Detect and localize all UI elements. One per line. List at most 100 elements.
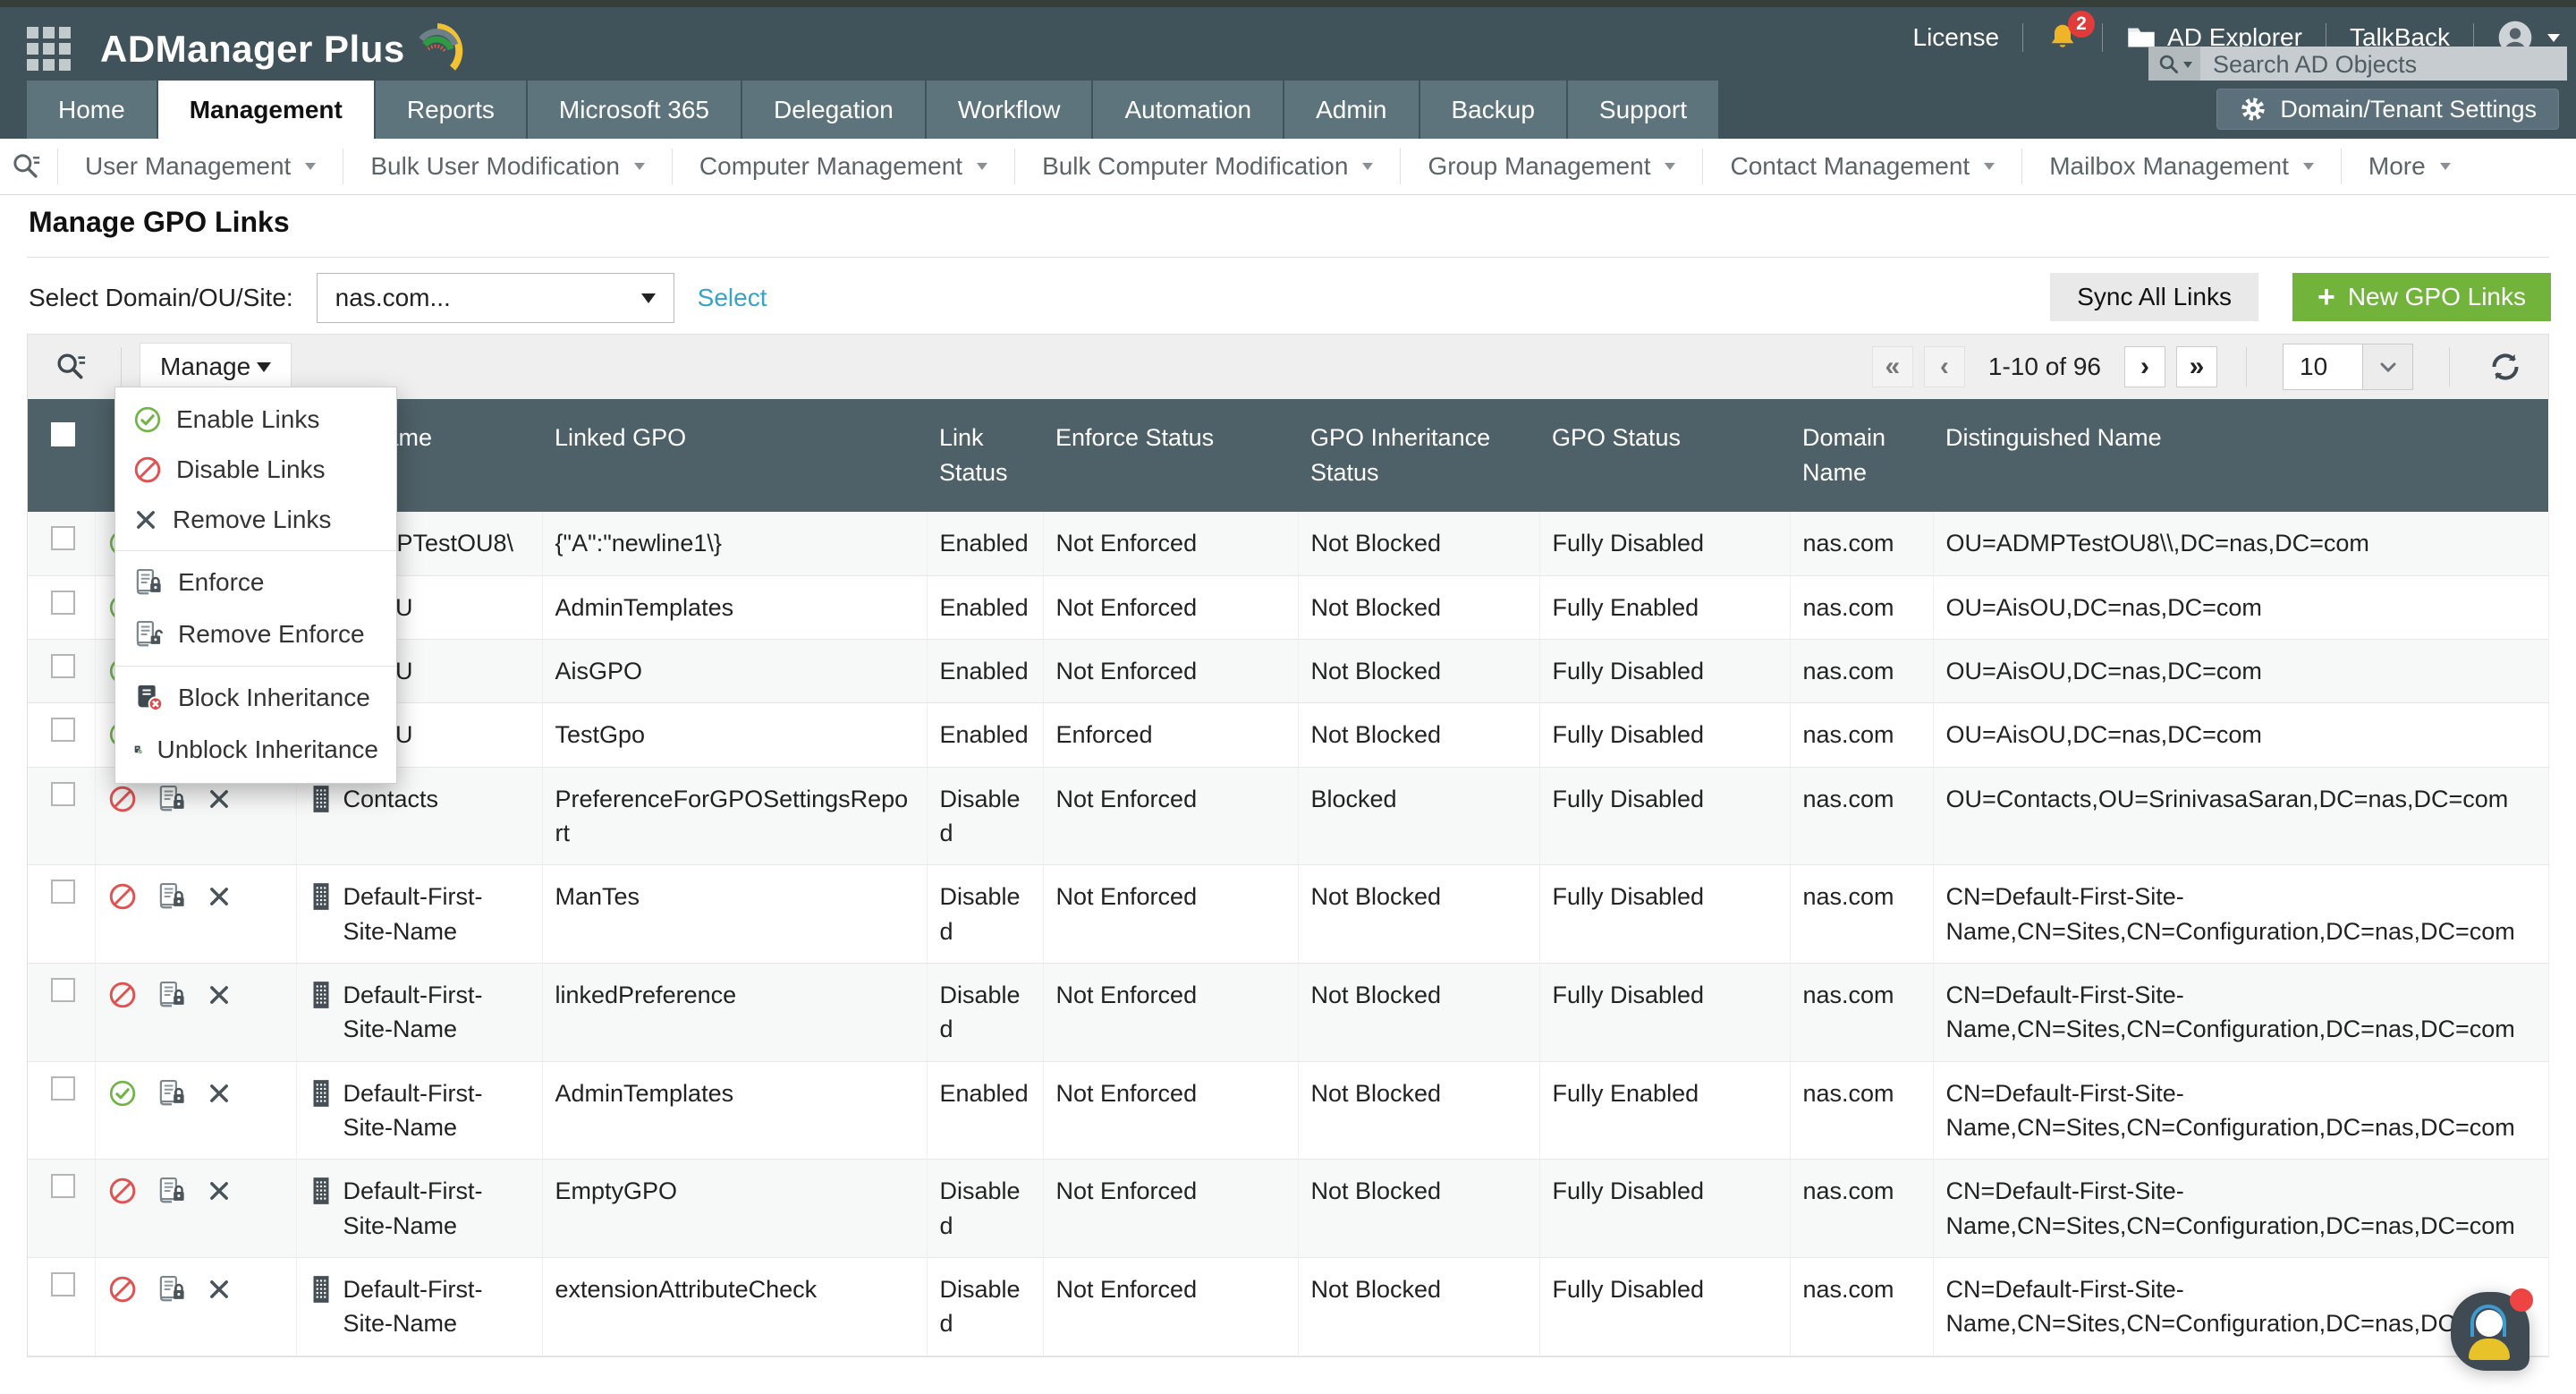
row-checkbox[interactable] [51,781,75,806]
tab-management[interactable]: Management [157,81,374,139]
row-checkbox[interactable] [51,1271,75,1296]
search-scope-button[interactable] [2148,47,2200,82]
tab-reports[interactable]: Reports [375,81,526,139]
subnav-item-contact-management[interactable]: Contact Management [1702,149,2021,184]
domain-tenant-settings-button[interactable]: Domain/Tenant Settings [2216,89,2559,130]
enforce-action[interactable] [157,784,187,814]
page-size-select[interactable]: 10 [2283,344,2413,390]
row-checkbox[interactable] [51,590,75,615]
license-link[interactable]: License [1912,23,2000,51]
remove-link-action[interactable] [207,982,232,1007]
tab-delegation[interactable]: Delegation [741,81,925,139]
ad-explorer-label: AD Explorer [2167,23,2302,51]
notifications-button[interactable]: 2 [2046,11,2096,54]
menu-item-enforce[interactable]: Enforce [115,557,396,608]
subnav-item-more[interactable]: More [2340,149,2478,184]
subnav-item-bulk-user-modification[interactable]: Bulk User Modification [343,149,672,184]
link-state-action[interactable] [108,1079,137,1108]
table-row: Default-First-Site-Name extensionAttribut… [28,1257,2549,1356]
enforce-action[interactable] [157,980,187,1010]
gpo-links-grid: Manage « ‹ 1-10 of 96 › » 10 [27,334,2549,1357]
subnav-item-computer-management[interactable]: Computer Management [671,149,1014,184]
cell-name: Default-First-Site-Name [296,1061,543,1160]
search-input[interactable] [2200,47,2567,82]
page-action-buttons: Sync All Links + New GPO Links [2050,273,2551,321]
remove-link-action[interactable] [207,786,232,812]
row-checkbox-cell [28,575,96,640]
cell-inheritance-status: Blocked [1298,767,1540,866]
prev-page-button[interactable]: ‹ [1923,346,1965,387]
menu-item-disable-links[interactable]: Disable Links [115,445,396,495]
remove-link-action[interactable] [207,1277,232,1302]
menu-item-label: Remove Enforce [178,620,365,648]
enforce-action[interactable] [157,1176,187,1206]
row-checkbox-cell [28,963,96,1062]
remove-link-action[interactable] [207,884,232,909]
row-checkbox[interactable] [51,1174,75,1199]
first-page-button[interactable]: « [1871,346,1913,387]
enforce-action[interactable] [157,1078,187,1109]
row-actions-cell [95,1061,297,1160]
ad-explorer-link[interactable]: AD Explorer [2126,23,2302,52]
subnav-item-mailbox-management[interactable]: Mailbox Management [2021,149,2341,184]
last-page-button[interactable]: » [2176,346,2217,387]
row-checkbox[interactable] [51,718,75,743]
tab-backup[interactable]: Backup [1419,81,1566,139]
sync-all-links-button[interactable]: Sync All Links [2050,273,2258,321]
link-state-action[interactable] [108,882,137,911]
remove-link-action[interactable] [207,1081,232,1106]
menu-item-unblock-inheritance[interactable]: Unblock Inheritance [115,724,396,776]
support-chat-widget[interactable] [2451,1288,2533,1371]
tab-microsoft-365[interactable]: Microsoft 365 [527,81,741,139]
divider [121,347,122,387]
tab-support[interactable]: Support [1567,81,1718,139]
table-search-button[interactable] [44,351,103,383]
tab-home[interactable]: Home [27,81,157,139]
tab-admin[interactable]: Admin [1284,81,1419,139]
select-link[interactable]: Select [697,284,767,311]
settings-button-label: Domain/Tenant Settings [2280,95,2537,123]
tab-automation[interactable]: Automation [1093,81,1284,139]
subnav-item-bulk-computer-modification[interactable]: Bulk Computer Modification [1014,149,1400,184]
manage-dropdown-button[interactable]: Manage [140,343,292,391]
link-state-action[interactable] [108,785,137,813]
menu-item-remove-links[interactable]: Remove Links [115,495,396,545]
apps-grid-icon[interactable] [27,27,71,71]
menu-item-block-inheritance[interactable]: Block Inheritance [115,672,396,724]
subnav-item-user-management[interactable]: User Management [57,149,343,184]
scroll-lock-icon [159,1275,184,1302]
menu-item-enable-links[interactable]: Enable Links [115,395,396,445]
column-search-button[interactable] [0,151,57,182]
new-gpo-links-button[interactable]: + New GPO Links [2292,273,2551,321]
next-page-button[interactable]: › [2124,346,2165,387]
object-name: Contacts [343,785,439,812]
enforce-action[interactable] [157,1274,187,1305]
tab-workflow[interactable]: Workflow [926,81,1092,139]
link-state-action[interactable] [108,981,137,1009]
row-checkbox[interactable] [51,880,75,905]
building-icon [313,1177,328,1205]
select-all-checkbox[interactable] [51,422,75,446]
row-checkbox[interactable] [51,653,75,678]
link-state-action[interactable] [108,1177,137,1205]
row-checkbox[interactable] [51,977,75,1002]
cell-domain-name: nas.com [1790,1257,1934,1356]
circle-slash-icon [109,1177,135,1204]
remove-link-action[interactable] [207,1178,232,1203]
account-menu-button[interactable] [2497,20,2560,55]
cell-gpo-status: Fully Disabled [1539,702,1791,768]
talkback-link[interactable]: TalkBack [2349,23,2450,51]
row-checkbox[interactable] [51,526,75,551]
notification-badge: 2 [2068,11,2096,38]
cell-gpo-status: Fully Disabled [1539,1257,1791,1356]
scroll-lock-icon [159,981,184,1007]
subnav-item-group-management[interactable]: Group Management [1400,149,1702,184]
link-state-action[interactable] [108,1275,137,1304]
header-checkbox-cell [28,399,95,513]
domain-ou-site-select[interactable]: nas.com... [316,273,674,323]
cell-distinguished-name: OU=AisOU,DC=nas,DC=com [1933,575,2549,640]
menu-item-remove-enforce[interactable]: Remove Enforce [115,608,396,660]
enforce-action[interactable] [157,881,187,912]
refresh-button[interactable] [2487,349,2523,385]
row-checkbox[interactable] [51,1075,75,1101]
